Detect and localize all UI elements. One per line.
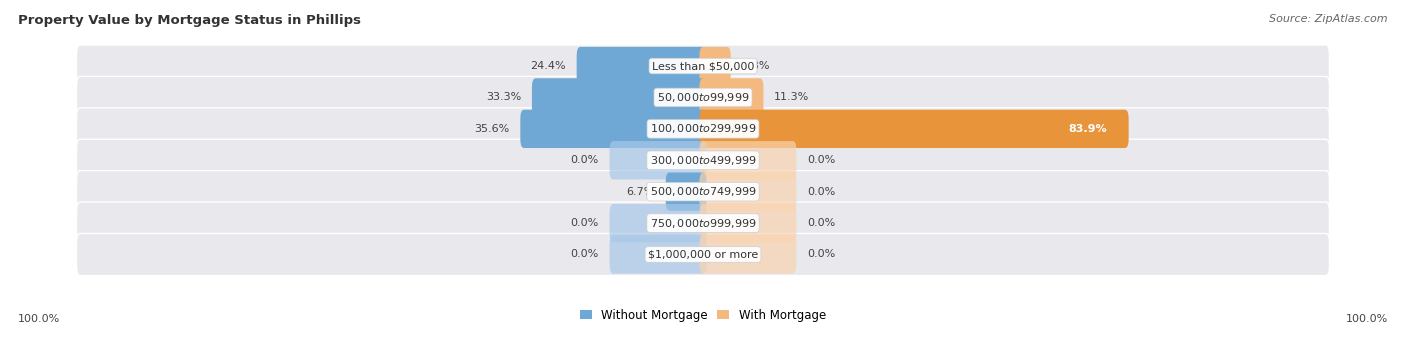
- FancyBboxPatch shape: [76, 139, 1330, 181]
- Text: $750,000 to $999,999: $750,000 to $999,999: [650, 217, 756, 229]
- FancyBboxPatch shape: [76, 108, 1330, 150]
- Text: 35.6%: 35.6%: [474, 124, 509, 134]
- FancyBboxPatch shape: [531, 78, 707, 117]
- Legend: Without Mortgage, With Mortgage: Without Mortgage, With Mortgage: [575, 304, 831, 326]
- FancyBboxPatch shape: [610, 204, 707, 242]
- FancyBboxPatch shape: [76, 45, 1330, 87]
- Text: 11.3%: 11.3%: [775, 92, 810, 102]
- FancyBboxPatch shape: [699, 235, 796, 273]
- FancyBboxPatch shape: [699, 47, 731, 85]
- FancyBboxPatch shape: [699, 173, 796, 211]
- FancyBboxPatch shape: [699, 78, 763, 117]
- Text: 4.8%: 4.8%: [741, 61, 770, 71]
- Text: 6.7%: 6.7%: [627, 187, 655, 197]
- FancyBboxPatch shape: [76, 170, 1330, 213]
- FancyBboxPatch shape: [699, 204, 796, 242]
- FancyBboxPatch shape: [76, 76, 1330, 119]
- Text: 0.0%: 0.0%: [571, 250, 599, 260]
- Text: 0.0%: 0.0%: [571, 218, 599, 228]
- Text: 24.4%: 24.4%: [530, 61, 565, 71]
- FancyBboxPatch shape: [665, 173, 707, 211]
- Text: 0.0%: 0.0%: [807, 218, 835, 228]
- Text: 0.0%: 0.0%: [807, 155, 835, 165]
- FancyBboxPatch shape: [610, 141, 707, 179]
- Text: 100.0%: 100.0%: [18, 314, 60, 324]
- FancyBboxPatch shape: [520, 110, 707, 148]
- FancyBboxPatch shape: [610, 235, 707, 273]
- Text: 0.0%: 0.0%: [807, 187, 835, 197]
- Text: 33.3%: 33.3%: [486, 92, 522, 102]
- Text: $50,000 to $99,999: $50,000 to $99,999: [657, 91, 749, 104]
- FancyBboxPatch shape: [699, 141, 796, 179]
- FancyBboxPatch shape: [76, 234, 1330, 276]
- Text: Property Value by Mortgage Status in Phillips: Property Value by Mortgage Status in Phi…: [18, 14, 361, 27]
- Text: $1,000,000 or more: $1,000,000 or more: [648, 250, 758, 260]
- FancyBboxPatch shape: [699, 110, 1129, 148]
- FancyBboxPatch shape: [76, 202, 1330, 244]
- Text: Less than $50,000: Less than $50,000: [652, 61, 754, 71]
- Text: 0.0%: 0.0%: [571, 155, 599, 165]
- Text: Source: ZipAtlas.com: Source: ZipAtlas.com: [1270, 14, 1388, 24]
- Text: 83.9%: 83.9%: [1069, 124, 1107, 134]
- Text: 100.0%: 100.0%: [1346, 314, 1388, 324]
- Text: 0.0%: 0.0%: [807, 250, 835, 260]
- Text: $500,000 to $749,999: $500,000 to $749,999: [650, 185, 756, 198]
- Text: $100,000 to $299,999: $100,000 to $299,999: [650, 122, 756, 135]
- Text: $300,000 to $499,999: $300,000 to $499,999: [650, 154, 756, 167]
- FancyBboxPatch shape: [576, 47, 707, 85]
